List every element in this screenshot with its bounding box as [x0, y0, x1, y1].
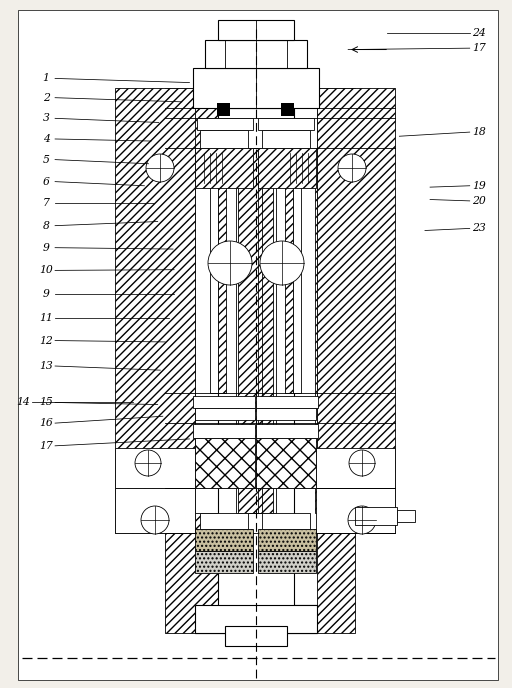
Bar: [238, 148, 258, 513]
Bar: [355, 507, 397, 525]
Bar: [236, 148, 262, 513]
Bar: [262, 130, 310, 148]
Bar: [258, 118, 314, 130]
Bar: [197, 118, 253, 130]
Text: 14: 14: [16, 398, 30, 407]
Polygon shape: [317, 88, 395, 533]
Text: 11: 11: [39, 313, 53, 323]
Text: 18: 18: [472, 127, 485, 137]
Text: 9: 9: [42, 243, 50, 252]
Text: 15: 15: [39, 398, 53, 407]
Bar: [258, 551, 316, 573]
Bar: [256, 438, 316, 488]
Text: 23: 23: [472, 224, 485, 233]
Bar: [262, 513, 310, 529]
Bar: [256, 396, 318, 408]
Bar: [115, 488, 195, 533]
Text: 8: 8: [42, 221, 50, 230]
Circle shape: [141, 506, 169, 534]
Text: 5: 5: [42, 155, 50, 164]
Bar: [397, 510, 415, 522]
Text: 12: 12: [39, 336, 53, 345]
Bar: [258, 148, 316, 188]
Bar: [293, 143, 301, 393]
Polygon shape: [315, 88, 355, 633]
Bar: [256, 424, 318, 438]
Text: 19: 19: [472, 181, 485, 191]
Text: 2: 2: [42, 93, 50, 103]
Bar: [195, 148, 253, 188]
Bar: [195, 438, 255, 488]
Circle shape: [146, 154, 174, 182]
Text: 13: 13: [39, 361, 53, 371]
Text: 3: 3: [42, 114, 50, 123]
Bar: [205, 40, 307, 68]
Text: 9: 9: [42, 290, 50, 299]
Bar: [316, 448, 395, 488]
Circle shape: [208, 241, 252, 285]
Circle shape: [135, 450, 161, 476]
Bar: [115, 448, 195, 488]
Bar: [193, 68, 319, 108]
Bar: [218, 20, 294, 40]
Bar: [218, 108, 294, 613]
Bar: [281, 103, 294, 116]
Bar: [256, 408, 316, 420]
Polygon shape: [115, 88, 195, 533]
Bar: [195, 551, 253, 573]
Bar: [253, 148, 273, 513]
Text: 10: 10: [39, 266, 53, 275]
Bar: [285, 143, 293, 393]
Bar: [250, 148, 276, 513]
Text: 1: 1: [42, 74, 50, 83]
Bar: [193, 424, 255, 438]
Bar: [218, 143, 226, 393]
Circle shape: [260, 241, 304, 285]
Text: 20: 20: [472, 196, 485, 206]
Text: 7: 7: [42, 198, 50, 208]
Bar: [200, 130, 248, 148]
Text: 6: 6: [42, 177, 50, 186]
Text: 4: 4: [42, 134, 50, 144]
Bar: [195, 605, 317, 633]
Text: 17: 17: [39, 441, 53, 451]
Bar: [193, 396, 255, 408]
Bar: [210, 143, 218, 393]
Circle shape: [349, 450, 375, 476]
Text: 24: 24: [472, 28, 485, 38]
Bar: [200, 513, 248, 529]
Bar: [316, 488, 395, 533]
Bar: [225, 626, 287, 646]
Text: 17: 17: [472, 43, 485, 53]
Bar: [195, 529, 253, 551]
Bar: [258, 529, 316, 551]
Bar: [217, 103, 230, 116]
Bar: [195, 408, 255, 420]
Text: 16: 16: [39, 418, 53, 428]
Polygon shape: [165, 88, 255, 633]
Circle shape: [348, 506, 376, 534]
Circle shape: [338, 154, 366, 182]
